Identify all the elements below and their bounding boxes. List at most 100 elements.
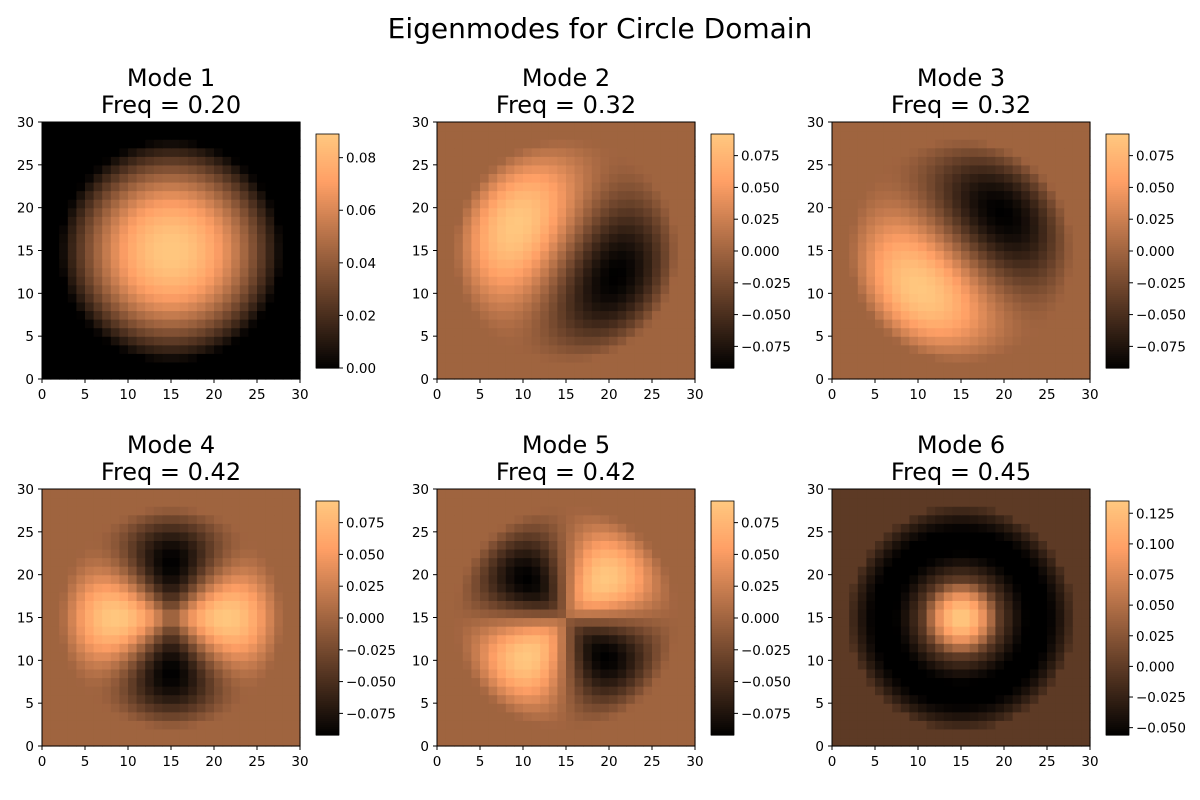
- heatmap-cell: [609, 737, 619, 747]
- heatmap-cell: [609, 241, 619, 252]
- heatmap-cell: [660, 617, 670, 627]
- heatmap-cell: [153, 207, 163, 217]
- heatmap-cell: [583, 617, 593, 627]
- heatmap-cell: [677, 301, 687, 312]
- heatmap-cell: [188, 336, 198, 346]
- heatmap-cell: [677, 617, 687, 627]
- heatmap-cell: [617, 694, 627, 704]
- heatmap-cell: [574, 557, 584, 567]
- heatmap-cell: [686, 224, 696, 234]
- heatmap-cell: [574, 259, 584, 269]
- heatmap-cell: [153, 600, 163, 610]
- heatmap-cell: [471, 199, 481, 209]
- colorbar-step: [316, 505, 339, 508]
- heatmap-cell: [445, 284, 455, 294]
- colorbar-tick-label: −0.075: [1136, 339, 1186, 355]
- heatmap-cell: [1081, 284, 1091, 294]
- colorbar-step: [1106, 362, 1129, 365]
- heatmap-cell: [179, 506, 189, 516]
- heatmap-cell: [222, 276, 232, 286]
- heatmap-cell: [231, 319, 241, 329]
- heatmap-cell: [128, 259, 138, 269]
- colorbar-step: [316, 266, 339, 269]
- heatmap-cell: [574, 370, 584, 380]
- heatmap-cell: [531, 548, 541, 559]
- heatmap-cell: [995, 164, 1005, 174]
- heatmap-cell: [1064, 259, 1074, 269]
- colorbar-step: [316, 719, 339, 722]
- colorbar-step: [316, 711, 339, 714]
- heatmap-cell: [179, 617, 189, 627]
- heatmap-cell: [505, 319, 515, 329]
- heatmap-cell: [900, 319, 910, 329]
- colorbar-step: [316, 663, 339, 666]
- heatmap-cell: [179, 199, 189, 209]
- heatmap-cell: [85, 293, 95, 303]
- heatmap-cell: [652, 694, 662, 704]
- heatmap-cell: [274, 686, 284, 696]
- heatmap-cell: [445, 319, 455, 329]
- heatmap-cell: [548, 548, 558, 559]
- colorbar-step: [316, 567, 339, 570]
- colorbar-step: [316, 342, 339, 345]
- heatmap-cell: [179, 130, 189, 140]
- heatmap-cell: [1021, 293, 1031, 303]
- heatmap-cell: [832, 224, 842, 234]
- heatmap-cell: [471, 566, 481, 576]
- heatmap-cell: [961, 344, 971, 354]
- heatmap-cell: [188, 574, 198, 584]
- heatmap-cell: [462, 600, 472, 610]
- heatmap-cell: [523, 643, 533, 653]
- heatmap-cell: [471, 728, 481, 739]
- heatmap-cell: [196, 353, 206, 363]
- heatmap-cell: [59, 190, 69, 200]
- heatmap-cell: [136, 686, 146, 696]
- heatmap-cell: [677, 574, 687, 584]
- colorbar-step: [316, 725, 339, 728]
- heatmap-cell: [523, 267, 533, 277]
- heatmap-cell: [969, 336, 979, 346]
- heatmap-cell: [231, 310, 241, 320]
- heatmap-cell: [677, 361, 687, 372]
- heatmap-cell: [162, 156, 172, 166]
- heatmap-cell: [50, 643, 60, 653]
- heatmap-cell: [50, 250, 60, 260]
- heatmap-cell: [471, 190, 481, 200]
- heatmap-cell: [110, 711, 120, 721]
- heatmap-cell: [686, 327, 696, 337]
- heatmap-cell: [1004, 301, 1014, 312]
- heatmap-cell: [119, 344, 129, 354]
- heatmap-cell: [540, 233, 550, 243]
- heatmap-cell: [1029, 250, 1039, 260]
- heatmap-cell: [196, 164, 206, 174]
- heatmap-cell: [102, 353, 112, 363]
- heatmap-cell: [42, 566, 52, 576]
- heatmap-cell: [162, 370, 172, 380]
- heatmap-cell: [660, 634, 670, 644]
- heatmap-cell: [600, 173, 610, 183]
- heatmap-cell: [557, 626, 567, 636]
- heatmap-cell: [110, 651, 120, 661]
- heatmap-cell: [909, 156, 919, 166]
- colorbar-step: [711, 208, 734, 211]
- colorbar-step: [316, 274, 339, 277]
- heatmap-cell: [626, 703, 636, 713]
- heatmap-cell: [1072, 327, 1082, 337]
- heatmap-cell: [505, 634, 515, 644]
- heatmap-cell: [231, 651, 241, 661]
- heatmap-cell: [50, 276, 60, 286]
- heatmap-cell: [214, 634, 224, 644]
- heatmap-cell: [1038, 233, 1048, 243]
- heatmap-cell: [583, 583, 593, 593]
- heatmap-cell: [961, 310, 971, 320]
- heatmap-cell: [583, 241, 593, 252]
- heatmap-cell: [557, 643, 567, 653]
- heatmap-cell: [171, 301, 181, 312]
- heatmap-cell: [437, 686, 447, 696]
- heatmap-cell: [935, 370, 945, 380]
- heatmap-cell: [540, 276, 550, 286]
- x-tick-label: 25: [248, 754, 265, 770]
- heatmap-cell: [548, 181, 558, 192]
- heatmap-cell: [179, 548, 189, 559]
